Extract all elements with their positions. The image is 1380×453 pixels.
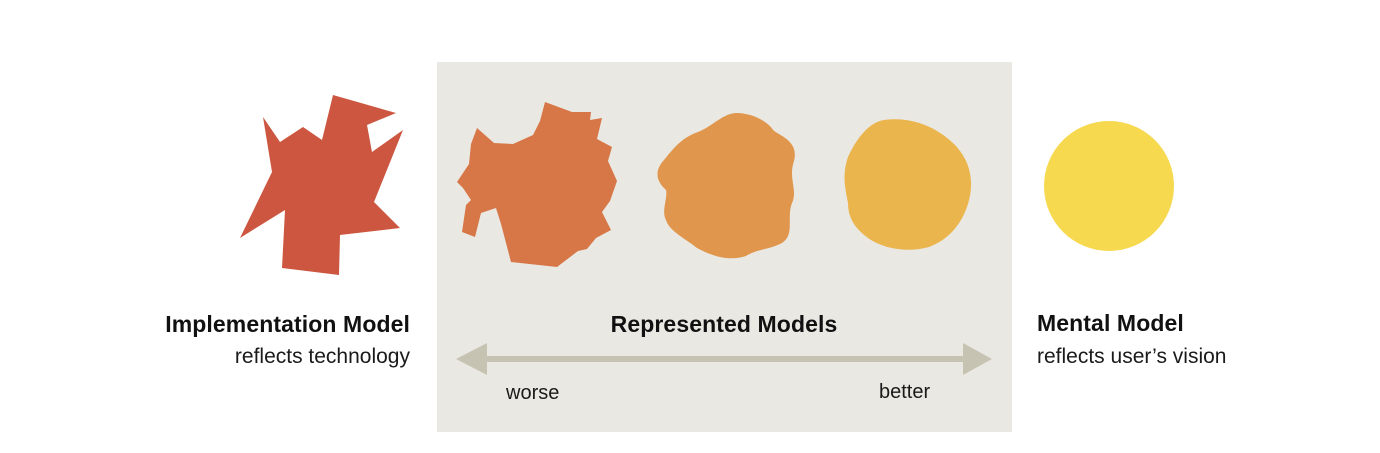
arrow-head-left [456, 343, 487, 375]
implementation-model-subtitle: reflects technology [234, 345, 410, 368]
mental-model-title: Mental Model [1037, 310, 1184, 336]
mental-model-shape [1044, 121, 1174, 251]
represented-model-shape-middle [657, 113, 795, 259]
arrow-head-right [963, 343, 992, 375]
better-label: better [879, 381, 931, 403]
represented-model-shape-better [844, 119, 972, 250]
represented-models-title: Represented Models [610, 311, 838, 337]
worse-better-arrow [456, 343, 992, 375]
mental-model-subtitle: reflects user’s vision [1037, 345, 1227, 368]
implementation-model-shape [240, 95, 403, 275]
represented-model-shape-worse [457, 102, 617, 267]
worse-label: worse [506, 382, 560, 404]
implementation-model-title: Implementation Model [165, 311, 410, 337]
